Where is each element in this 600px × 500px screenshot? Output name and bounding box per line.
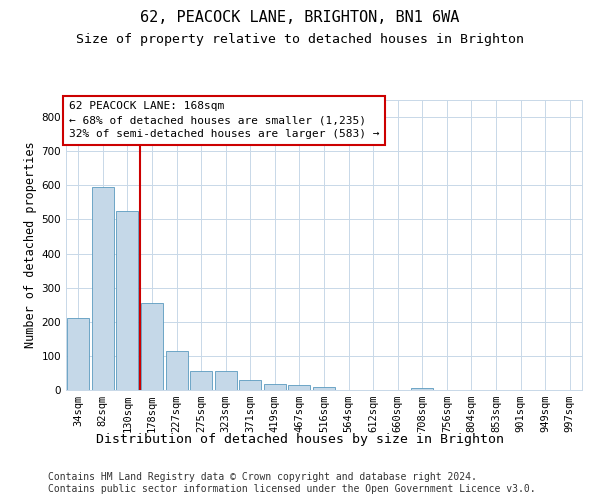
Bar [313, 386, 335, 390]
Text: 62 PEACOCK LANE: 168sqm
← 68% of detached houses are smaller (1,235)
32% of semi: 62 PEACOCK LANE: 168sqm ← 68% of detache… [68, 102, 379, 140]
Bar [92, 187, 114, 390]
Y-axis label: Number of detached properties: Number of detached properties [25, 142, 37, 348]
Bar [190, 371, 212, 390]
Bar [116, 211, 139, 390]
Bar [411, 388, 433, 390]
Bar [166, 351, 188, 390]
Bar [141, 303, 163, 390]
Bar [239, 380, 262, 390]
Bar [264, 384, 286, 390]
Bar [67, 318, 89, 390]
Text: Size of property relative to detached houses in Brighton: Size of property relative to detached ho… [76, 32, 524, 46]
Text: 62, PEACOCK LANE, BRIGHTON, BN1 6WA: 62, PEACOCK LANE, BRIGHTON, BN1 6WA [140, 10, 460, 25]
Text: Distribution of detached houses by size in Brighton: Distribution of detached houses by size … [96, 432, 504, 446]
Bar [215, 371, 237, 390]
Text: Contains HM Land Registry data © Crown copyright and database right 2024.
Contai: Contains HM Land Registry data © Crown c… [48, 472, 536, 494]
Bar [289, 385, 310, 390]
